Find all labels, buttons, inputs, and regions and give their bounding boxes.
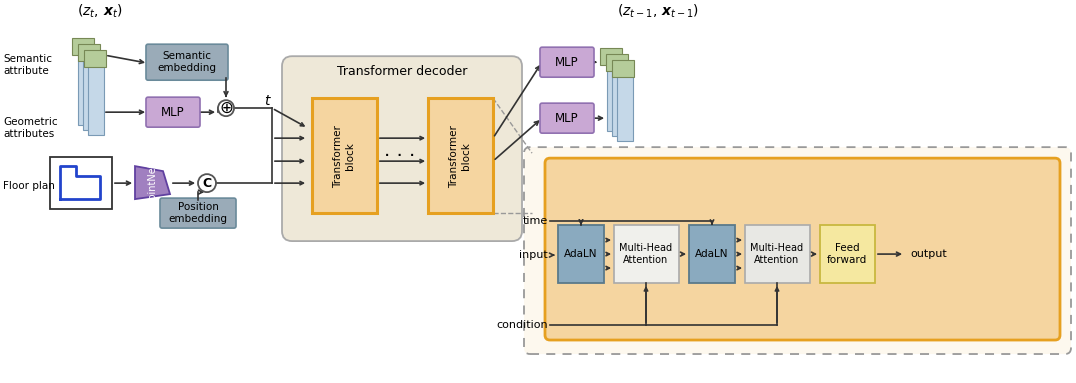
Text: MLP: MLP [161, 106, 185, 119]
Bar [612, 60, 634, 77]
Text: input: input [520, 250, 548, 260]
Text: $(z_{t-1},\,\boldsymbol{x}_{t-1})$: $(z_{t-1},\,\boldsymbol{x}_{t-1})$ [617, 3, 699, 20]
Bar [428, 98, 493, 213]
Bar [607, 59, 623, 131]
FancyBboxPatch shape [282, 56, 522, 241]
Text: $t$: $t$ [264, 94, 272, 108]
Text: Feed
forward: Feed forward [826, 243, 867, 265]
Text: Semantic
embedding: Semantic embedding [157, 51, 216, 73]
Bar [77, 44, 100, 61]
Bar [312, 98, 377, 213]
Text: AdaLN: AdaLN [695, 249, 728, 259]
Text: Transformer decoder: Transformer decoder [337, 65, 467, 78]
Text: Multi-Head
Attention: Multi-Head Attention [620, 243, 672, 265]
Text: Multi-Head
Attention: Multi-Head Attention [750, 243, 804, 265]
Bar [83, 58, 99, 130]
Text: Transformer
block: Transformer block [334, 125, 355, 188]
Bar [72, 38, 94, 55]
Bar [88, 63, 104, 135]
Bar [558, 225, 604, 283]
Circle shape [218, 100, 233, 116]
Text: AdaLN: AdaLN [564, 249, 598, 259]
Bar [49, 157, 112, 209]
Text: time: time [523, 216, 548, 226]
Text: · · ·: · · · [384, 147, 415, 165]
FancyBboxPatch shape [524, 147, 1071, 354]
Text: C: C [202, 177, 212, 190]
Text: PointNet: PointNet [147, 162, 157, 204]
FancyBboxPatch shape [146, 97, 200, 127]
Text: Geometric
attributes: Geometric attributes [3, 117, 58, 139]
Bar [745, 225, 810, 283]
Bar [600, 48, 622, 65]
Polygon shape [134, 166, 170, 199]
Bar [84, 50, 107, 67]
Bar [606, 54, 628, 71]
Text: Transformer
block: Transformer block [449, 125, 471, 188]
Text: MLP: MLP [555, 112, 579, 124]
FancyBboxPatch shape [160, 198, 236, 228]
FancyBboxPatch shape [540, 103, 594, 133]
Text: Floor plan: Floor plan [3, 181, 55, 191]
Text: $\oplus$: $\oplus$ [218, 99, 233, 117]
Bar [689, 225, 735, 283]
Bar [614, 225, 679, 283]
Bar [820, 225, 875, 283]
Text: Position
embedding: Position embedding [169, 202, 227, 224]
FancyBboxPatch shape [546, 158, 1060, 340]
Text: MLP: MLP [555, 56, 579, 69]
Bar [77, 53, 94, 125]
Text: $(z_t,\,\boldsymbol{x}_t)$: $(z_t,\,\boldsymbol{x}_t)$ [77, 3, 123, 20]
Text: output: output [910, 249, 947, 259]
Circle shape [198, 174, 216, 192]
Bar [612, 64, 628, 136]
Bar [617, 69, 633, 141]
FancyBboxPatch shape [146, 44, 228, 80]
Text: Semantic
attribute: Semantic attribute [3, 54, 52, 76]
Text: condition: condition [496, 320, 548, 330]
FancyBboxPatch shape [540, 47, 594, 77]
